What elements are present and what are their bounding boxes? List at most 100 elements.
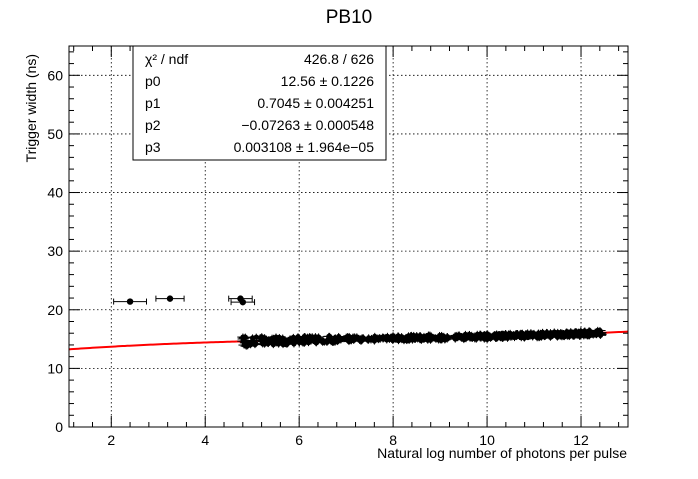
data-point bbox=[267, 337, 280, 346]
data-point bbox=[462, 333, 474, 341]
stats-param-name: p3 bbox=[145, 139, 161, 155]
marker bbox=[345, 334, 351, 340]
y-tick-label: 10 bbox=[47, 360, 63, 376]
stats-param-value: −0.07263 ± 0.000548 bbox=[241, 117, 374, 133]
stats-param-value: 0.003108 ± 1.964e−05 bbox=[234, 139, 375, 155]
marker bbox=[366, 335, 372, 341]
marker bbox=[484, 336, 490, 342]
stats-box-frame bbox=[132, 45, 387, 161]
data-point bbox=[502, 330, 515, 338]
marker bbox=[250, 337, 256, 344]
data-point bbox=[386, 335, 398, 343]
marker bbox=[493, 333, 500, 339]
data-point bbox=[363, 334, 375, 342]
y-tick-label: 20 bbox=[47, 302, 63, 318]
stats-box: χ² / ndf 426.8 / 626 p0 12.56 ± 0.1226 p1 0.7… bbox=[132, 45, 387, 161]
stats-param-name: p2 bbox=[145, 117, 161, 133]
y-tick-label: 60 bbox=[47, 67, 63, 83]
data-point bbox=[274, 335, 286, 343]
outlier-point bbox=[113, 298, 148, 305]
data-point bbox=[237, 337, 249, 345]
stats-param-value: 12.56 ± 0.1226 bbox=[281, 73, 375, 89]
x-tick-label: 10 bbox=[479, 432, 495, 448]
marker bbox=[519, 332, 525, 338]
data-point bbox=[244, 341, 257, 349]
marker bbox=[301, 338, 307, 344]
marker bbox=[354, 334, 360, 340]
chart-title: PB10 bbox=[326, 7, 372, 28]
data-point bbox=[568, 330, 580, 338]
data-point bbox=[555, 330, 568, 338]
marker bbox=[258, 338, 265, 344]
marker bbox=[540, 329, 546, 335]
marker bbox=[428, 335, 434, 341]
marker bbox=[314, 336, 320, 342]
stats-param-value: 0.7045 ± 0.004251 bbox=[257, 95, 374, 111]
data-point bbox=[455, 334, 468, 342]
x-tick-label: 12 bbox=[573, 432, 589, 448]
y-tick-label: 30 bbox=[47, 243, 63, 259]
marker bbox=[277, 336, 283, 342]
marker bbox=[505, 331, 512, 337]
x-tick-label: 6 bbox=[295, 432, 303, 448]
data-point bbox=[333, 332, 345, 340]
y-tick-label: 50 bbox=[47, 126, 63, 142]
data-point bbox=[374, 335, 386, 343]
marker bbox=[554, 333, 561, 339]
marker bbox=[265, 340, 271, 347]
marker bbox=[270, 338, 277, 345]
x-axis-label: Natural log number of photons per pulse bbox=[377, 445, 627, 461]
marker bbox=[541, 333, 548, 340]
y-tick-label: 40 bbox=[47, 185, 63, 201]
data-point bbox=[448, 333, 460, 341]
marker bbox=[240, 338, 246, 344]
marker bbox=[377, 336, 383, 342]
data-point bbox=[520, 330, 532, 338]
marker bbox=[239, 298, 247, 306]
marker bbox=[535, 334, 541, 340]
marker bbox=[389, 336, 395, 342]
data-point bbox=[538, 333, 551, 341]
marker bbox=[126, 298, 134, 305]
data-point bbox=[591, 331, 603, 339]
points-layer bbox=[113, 295, 607, 350]
data-point bbox=[551, 332, 564, 340]
data-point bbox=[395, 333, 408, 341]
marker bbox=[550, 331, 556, 337]
x-tick-label: 4 bbox=[201, 432, 209, 448]
x-tick-label: 8 bbox=[389, 432, 397, 448]
marker bbox=[571, 331, 577, 337]
marker bbox=[465, 334, 471, 340]
data-point bbox=[289, 337, 301, 345]
stats-param-name: p0 bbox=[145, 73, 161, 89]
data-point bbox=[579, 327, 591, 335]
stats-param-name: χ² / ndf bbox=[145, 51, 188, 67]
data-point bbox=[490, 332, 503, 340]
data-point bbox=[481, 335, 493, 343]
data-point bbox=[311, 335, 324, 343]
marker bbox=[309, 334, 315, 340]
data-point bbox=[408, 335, 421, 343]
marker bbox=[399, 333, 405, 340]
marker bbox=[417, 333, 423, 339]
marker bbox=[594, 331, 600, 338]
data-point bbox=[425, 334, 437, 342]
marker bbox=[558, 331, 565, 337]
marker bbox=[412, 336, 418, 342]
marker bbox=[166, 295, 174, 302]
marker bbox=[305, 340, 312, 346]
marker bbox=[523, 331, 529, 337]
y-axis-label: Trigger width (ns) bbox=[23, 54, 39, 162]
stats-param-value: 426.8 / 626 bbox=[304, 51, 374, 67]
outlier-point bbox=[230, 298, 256, 306]
outlier-point bbox=[155, 295, 185, 302]
marker bbox=[336, 333, 342, 340]
outlier-point bbox=[228, 295, 253, 302]
marker bbox=[292, 338, 298, 344]
data-point bbox=[322, 335, 335, 343]
data-point bbox=[472, 332, 484, 340]
x-tick-label: 2 bbox=[107, 432, 115, 448]
y-tick-label: 0 bbox=[55, 419, 63, 435]
